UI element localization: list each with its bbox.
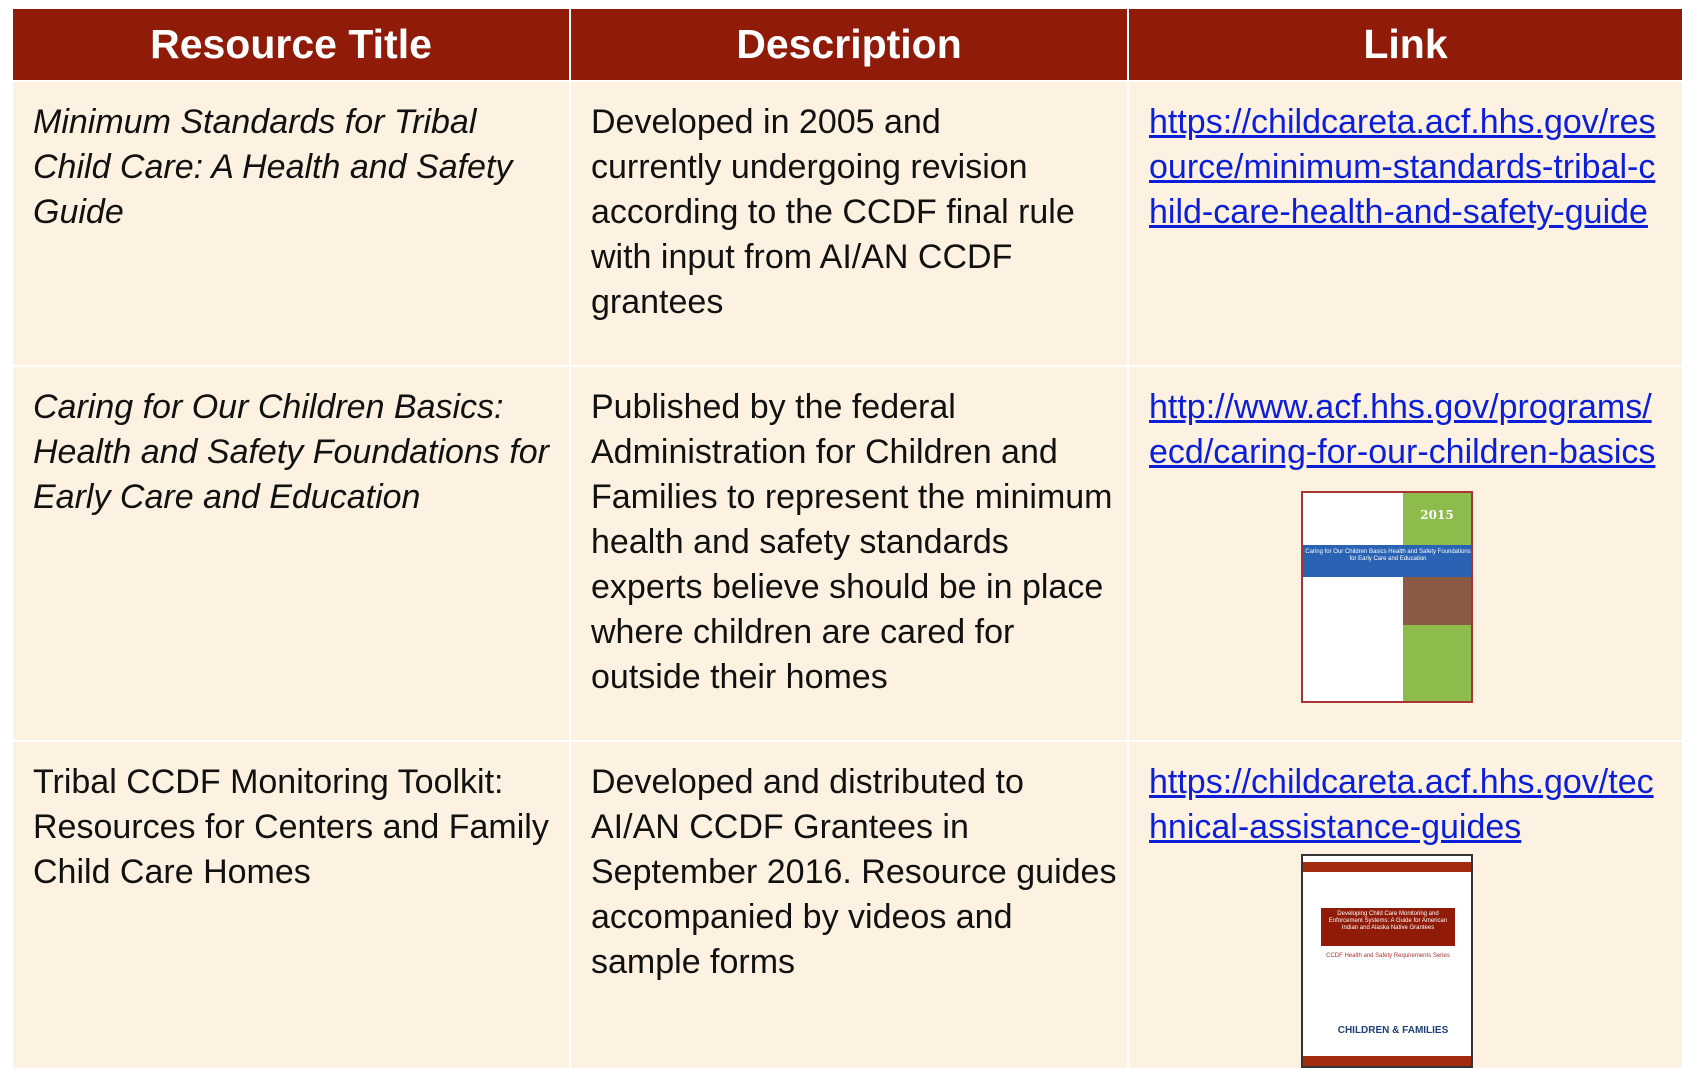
cover-image: 2015 Caring for Our Children Basics Heal… xyxy=(1301,491,1473,703)
link[interactable]: https://childcareta.acf.hhs.gov/resource… xyxy=(1149,103,1656,231)
title-cell: Tribal CCDF Monitoring Toolkit: Resource… xyxy=(13,742,569,1068)
title-cell: Caring for Our Children Basics: Health a… xyxy=(13,367,569,740)
cover-year: 2015 xyxy=(1420,508,1454,522)
cover-title: Caring for Our Children Basics Health an… xyxy=(1303,545,1471,577)
header-cell: Resource Title xyxy=(13,9,569,80)
description-cell: Developed and distributed to AI/AN CCDF … xyxy=(571,742,1127,1068)
link-cell: https://childcareta.acf.hhs.gov/technica… xyxy=(1129,742,1682,1068)
header-cell: Description xyxy=(571,9,1127,80)
cover-logo: CHILDREN & FAMILIES xyxy=(1337,1025,1449,1036)
link-cell: https://childcareta.acf.hhs.gov/resource… xyxy=(1129,82,1682,365)
cover-title: Developing Child Care Monitoring and Enf… xyxy=(1321,908,1455,946)
cover-image: Developing Child Care Monitoring and Enf… xyxy=(1301,854,1473,1068)
description-cell: Developed in 2005 and currently undergoi… xyxy=(571,82,1127,365)
link[interactable]: http://www.acf.hhs.gov/programs/ecd/cari… xyxy=(1149,388,1656,471)
description-cell: Published by the federal Administration … xyxy=(571,367,1127,740)
title-cell: Minimum Standards for Tribal Child Care:… xyxy=(13,82,569,365)
header-cell: Link xyxy=(1129,9,1682,80)
link[interactable]: https://childcareta.acf.hhs.gov/technica… xyxy=(1149,763,1654,846)
cover-series: CCDF Health and Safety Requirements Seri… xyxy=(1326,953,1450,959)
